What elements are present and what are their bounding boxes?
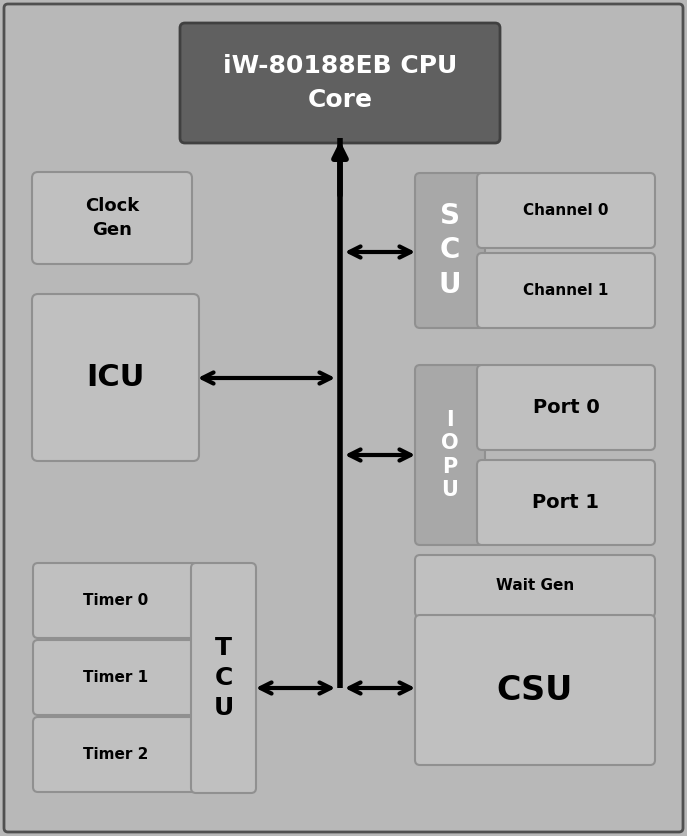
FancyBboxPatch shape <box>32 172 192 264</box>
FancyBboxPatch shape <box>180 23 500 143</box>
FancyBboxPatch shape <box>415 173 485 328</box>
FancyBboxPatch shape <box>477 365 655 450</box>
FancyBboxPatch shape <box>415 365 485 545</box>
Text: Channel 1: Channel 1 <box>523 283 609 298</box>
Text: Timer 1: Timer 1 <box>83 670 148 685</box>
Text: Timer 2: Timer 2 <box>83 747 148 762</box>
FancyBboxPatch shape <box>33 640 198 715</box>
FancyBboxPatch shape <box>477 253 655 328</box>
Text: S
C
U: S C U <box>439 202 461 299</box>
Text: Wait Gen: Wait Gen <box>496 579 574 594</box>
FancyBboxPatch shape <box>477 173 655 248</box>
FancyBboxPatch shape <box>415 615 655 765</box>
Text: I
O
P
U: I O P U <box>441 410 459 500</box>
FancyBboxPatch shape <box>415 555 655 617</box>
Text: Port 1: Port 1 <box>532 493 600 512</box>
Text: Channel 0: Channel 0 <box>523 203 609 218</box>
FancyBboxPatch shape <box>4 4 683 832</box>
FancyBboxPatch shape <box>32 294 199 461</box>
Text: Port 0: Port 0 <box>532 398 599 417</box>
Text: ICU: ICU <box>87 363 145 392</box>
Text: iW-80188EB CPU
Core: iW-80188EB CPU Core <box>223 54 457 112</box>
Text: CSU: CSU <box>497 674 573 706</box>
FancyBboxPatch shape <box>33 563 198 638</box>
FancyBboxPatch shape <box>191 563 256 793</box>
FancyBboxPatch shape <box>477 460 655 545</box>
FancyBboxPatch shape <box>33 717 198 792</box>
Text: Timer 0: Timer 0 <box>83 593 148 608</box>
Text: Clock
Gen: Clock Gen <box>85 197 139 239</box>
Text: T
C
U: T C U <box>214 636 234 720</box>
